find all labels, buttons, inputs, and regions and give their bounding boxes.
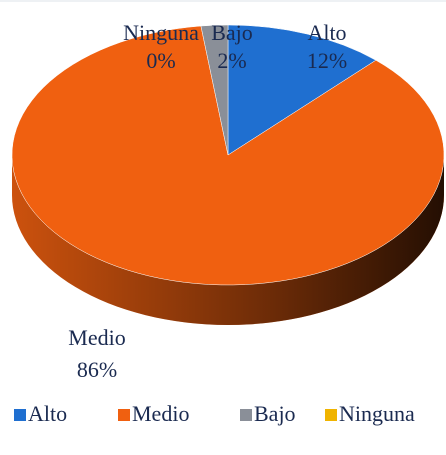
slice <box>200 24 229 156</box>
legend-label: Alto <box>28 401 67 426</box>
data-label-name: Alto <box>307 20 346 45</box>
slice <box>227 24 377 156</box>
legend-swatch <box>118 409 130 421</box>
slice <box>11 25 445 286</box>
legend-label: Ninguna <box>339 401 415 426</box>
legend-label: Medio <box>132 401 189 426</box>
data-label-value: 86% <box>77 357 117 382</box>
data-label-name: Bajo <box>211 20 253 45</box>
data-label-value: 2% <box>217 48 246 73</box>
legend-swatch <box>240 409 252 421</box>
data-label-name: Medio <box>68 325 125 350</box>
data-label-name: Ninguna <box>123 20 199 45</box>
legend-label: Bajo <box>254 401 296 426</box>
slice-side-shade <box>12 155 444 325</box>
data-label-value: 12% <box>307 48 347 73</box>
legend-swatch <box>325 409 337 421</box>
legend-swatch <box>14 409 26 421</box>
data-label-value: 0% <box>146 48 175 73</box>
